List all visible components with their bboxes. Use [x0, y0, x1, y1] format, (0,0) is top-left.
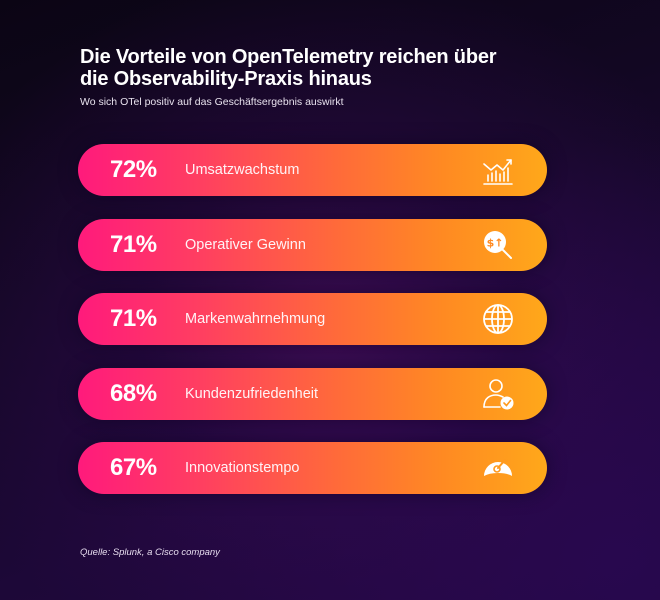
speedometer-icon — [480, 451, 516, 485]
chart-title-line1: Die Vorteile von OpenTelemetry reichen ü… — [80, 46, 497, 68]
bar-value: 67% — [110, 454, 157, 481]
bar-markenwahrnehmung: 71% Markenwahrnehmung — [78, 293, 547, 345]
bar-value: 71% — [110, 231, 157, 258]
chart-title: Die Vorteile von OpenTelemetry reichen ü… — [80, 46, 560, 90]
user-check-icon — [480, 377, 516, 411]
bar-label: Operativer Gewinn — [185, 237, 306, 253]
svg-text:$↑: $↑ — [487, 237, 504, 250]
bar-operativer-gewinn: 71% Operativer Gewinn $↑ — [78, 219, 547, 271]
bar-label: Kundenzufriedenheit — [185, 386, 319, 402]
dollar-magnifier-icon: $↑ — [480, 228, 516, 262]
bar-value: 71% — [110, 305, 157, 332]
bar-label: Umsatzwachstum — [185, 162, 300, 178]
bar-value: 68% — [110, 380, 157, 407]
bar-value: 72% — [110, 156, 157, 183]
bar-label: Innovationstempo — [185, 460, 300, 476]
chart-title-line2: die Observability-Praxis hinaus — [80, 68, 372, 90]
chart-subtitle: Wo sich OTel positiv auf das Geschäftser… — [80, 96, 344, 108]
globe-icon — [480, 302, 516, 336]
bar-umsatzwachstum: 72% Umsatzwachstum — [78, 144, 547, 196]
bar-kundenzufriedenheit: 68% Kundenzufriedenheit — [78, 368, 547, 420]
bar-innovationstempo: 67% Innovationstempo — [78, 442, 547, 494]
revenue-growth-chart-icon — [480, 153, 516, 187]
bar-label: Markenwahrnehmung — [185, 311, 326, 327]
source-note: Quelle: Splunk, a Cisco company — [80, 547, 220, 558]
